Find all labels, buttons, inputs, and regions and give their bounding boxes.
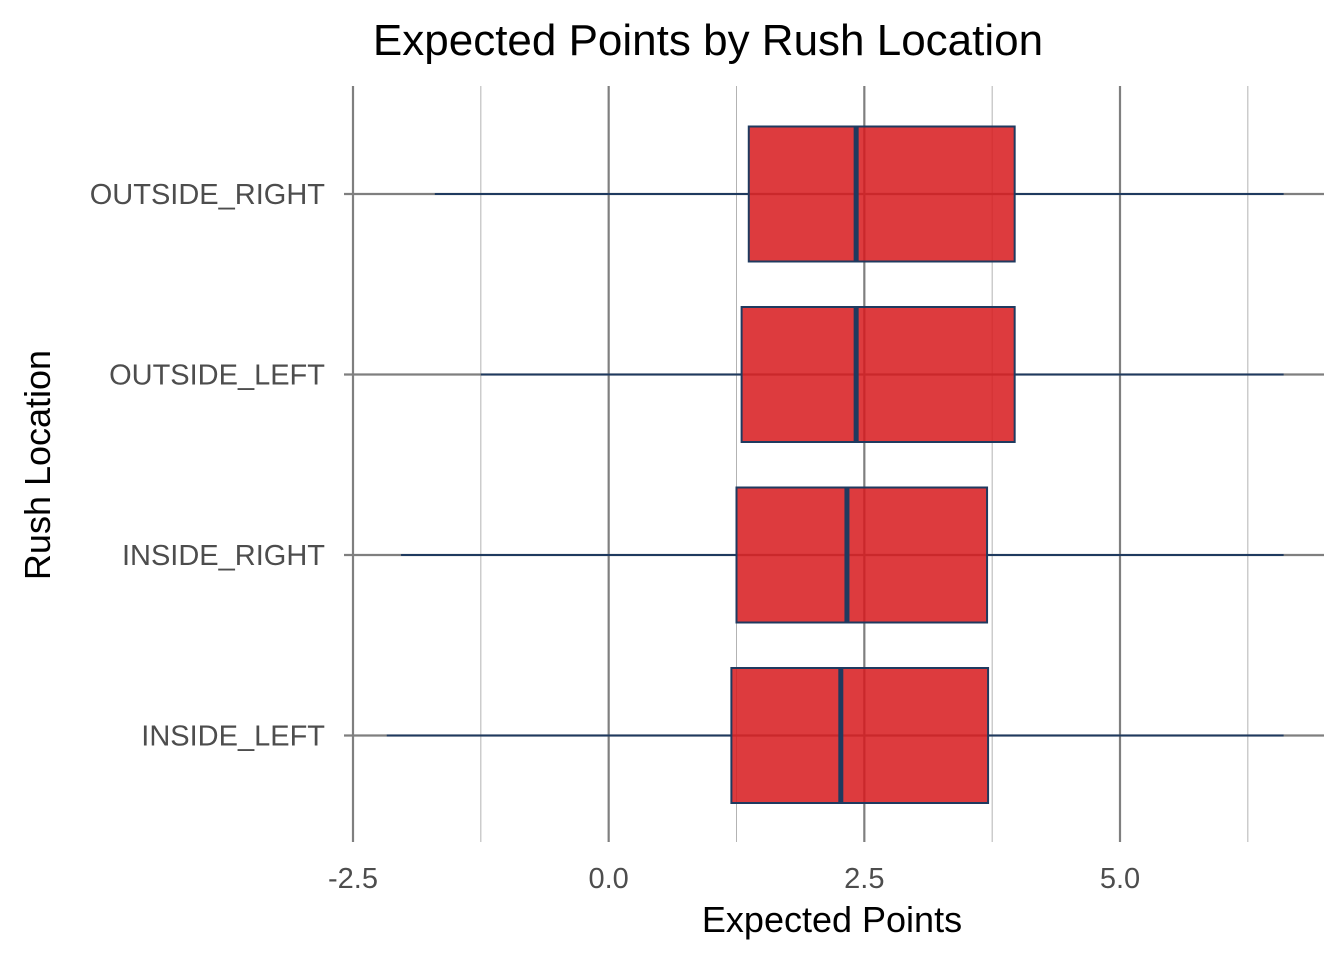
box-iqr [747, 125, 1016, 263]
box-iqr [730, 667, 990, 804]
box-iqr [740, 306, 1016, 443]
y-tick-labels: OUTSIDE_RIGHT OUTSIDE_LEFT INSIDE_RIGHT INS… [90, 179, 326, 753]
box-series [386, 125, 1284, 804]
x-tick-labels: -2.5 0.0 2.5 5.0 [328, 863, 1140, 895]
x-tick-label: -2.5 [328, 863, 378, 895]
box-iqr [735, 486, 989, 624]
y-axis-title: Rush Location [17, 350, 58, 580]
box-group [480, 306, 1284, 443]
y-tick-label: INSIDE_LEFT [141, 721, 325, 753]
y-tick-label: OUTSIDE_RIGHT [90, 179, 326, 211]
chart-title: Expected Points by Rush Location [373, 16, 1043, 65]
y-tick-label: OUTSIDE_LEFT [109, 360, 325, 392]
x-tick-label: 0.0 [589, 863, 629, 895]
box-group [386, 667, 1284, 804]
x-tick-label: 5.0 [1100, 863, 1140, 895]
x-tick-label: 2.5 [844, 863, 884, 895]
x-axis-title: Expected Points [702, 899, 962, 940]
box-group [401, 486, 1284, 624]
y-tick-label: INSIDE_RIGHT [122, 540, 325, 572]
box-group [434, 125, 1284, 263]
